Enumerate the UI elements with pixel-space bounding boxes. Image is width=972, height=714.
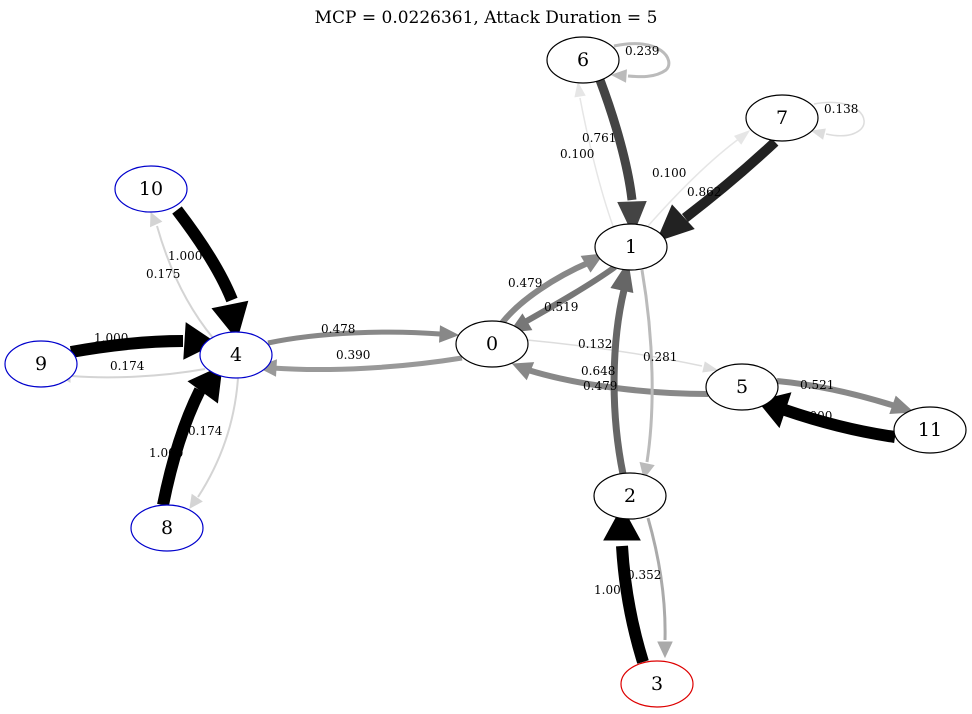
node-ellipse <box>594 223 668 271</box>
node-ellipse <box>745 94 819 142</box>
node-10: 10 <box>114 165 188 213</box>
edge-9-to-4 <box>69 322 217 360</box>
edge-label: 0.648 <box>581 364 615 378</box>
edge-label: 0.100 <box>560 147 594 161</box>
node-label: 2 <box>624 485 636 507</box>
edge-label: 0.174 <box>110 359 145 373</box>
edge-label: 0.239 <box>625 44 659 58</box>
edge-arrowhead <box>656 204 695 242</box>
node-ellipse <box>130 504 204 552</box>
edge-label: 0.478 <box>321 322 355 336</box>
edge-label: 0.132 <box>578 337 612 351</box>
edge-label: 1.000 <box>798 409 832 423</box>
edge-label: 0.862 <box>687 185 721 199</box>
node-7: 7 <box>745 94 819 142</box>
edge-label: 1.000 <box>594 583 628 597</box>
node-ellipse <box>546 36 620 84</box>
edge-label: 0.479 <box>508 276 542 290</box>
node-5: 5 <box>705 363 779 411</box>
node-ellipse <box>620 660 694 708</box>
edge-label: 0.521 <box>800 378 834 392</box>
node-label: 1 <box>625 236 637 258</box>
edge-label: 0.390 <box>336 348 370 362</box>
edge-5-to-11 <box>776 378 915 415</box>
node-9: 9 <box>4 340 78 388</box>
edge-3-to-2 <box>603 505 649 664</box>
edge-arrowhead <box>189 493 203 509</box>
edge-label: 0.761 <box>582 131 616 145</box>
node-label: 10 <box>139 178 163 200</box>
edge-6-to-1 <box>595 78 647 236</box>
edge-label: 1.000 <box>94 331 128 345</box>
node-label: 9 <box>35 353 47 375</box>
edge-arrowhead <box>439 325 460 343</box>
edge-1-to-6 <box>574 81 614 227</box>
node-6: 6 <box>546 36 620 84</box>
node-11: 11 <box>893 406 967 454</box>
edge-arrowhead <box>574 81 586 98</box>
diagram-title: MCP = 0.0226361, Attack Duration = 5 <box>314 8 658 28</box>
node-label: 8 <box>161 517 173 539</box>
node-ellipse <box>455 320 529 368</box>
edge-1-to-2 <box>639 269 655 480</box>
edge-0-to-5 <box>526 339 719 373</box>
node-ellipse <box>593 472 667 520</box>
node-4: 4 <box>199 331 273 379</box>
edge-arrowhead <box>889 395 915 415</box>
edge-label: 1.000 <box>149 446 183 460</box>
edge-arrowhead <box>580 253 605 273</box>
edge-label: 0.100 <box>652 166 686 180</box>
edge-7-to-7 <box>810 101 865 140</box>
edge-0-to-1 <box>499 253 605 325</box>
edge-10-to-4 <box>172 206 249 341</box>
node-8: 8 <box>130 504 204 552</box>
edge-label: 0.138 <box>824 102 858 116</box>
edge-arrowhead <box>733 130 751 145</box>
node-ellipse <box>114 165 188 213</box>
node-ellipse <box>893 406 967 454</box>
node-ellipse <box>705 363 779 411</box>
edge-8-to-4 <box>157 365 223 507</box>
edge-arrowhead <box>702 361 719 373</box>
edge-arrowhead <box>187 365 223 404</box>
edge-arrowhead <box>810 128 826 140</box>
node-label: 7 <box>776 107 788 129</box>
edge-label: 1.000 <box>168 249 202 263</box>
node-label: 11 <box>918 419 942 441</box>
edge-arrowhead <box>211 300 249 341</box>
node-ellipse <box>4 340 78 388</box>
node-label: 3 <box>651 673 663 695</box>
edge-arrowhead <box>617 201 647 236</box>
node-3: 3 <box>620 660 694 708</box>
edge-label: 0.352 <box>627 568 661 582</box>
node-label: 4 <box>230 344 242 366</box>
edge-arrowhead <box>610 69 627 83</box>
edge-label: 0.519 <box>544 300 578 314</box>
node-label: 6 <box>577 49 589 71</box>
edge-arrowhead <box>511 362 535 381</box>
edge-arrowhead <box>150 211 163 228</box>
edge-2-to-3 <box>646 517 673 659</box>
node-label: 5 <box>736 376 748 398</box>
edge-4-to-10 <box>150 211 214 339</box>
edge-arrowhead <box>657 641 673 659</box>
node-1: 1 <box>594 223 668 271</box>
node-label: 0 <box>486 333 498 355</box>
edge-4-to-0 <box>267 325 460 346</box>
node-ellipse <box>199 331 273 379</box>
edge-6-to-6 <box>610 42 671 83</box>
edge-label: 0.174 <box>188 424 223 438</box>
edge-1-to-7 <box>647 130 751 227</box>
edge-arrowhead <box>603 505 641 541</box>
edge-4-to-8 <box>189 377 239 509</box>
edge-label: 0.479 <box>583 379 617 393</box>
edge-label: 0.281 <box>643 350 677 364</box>
edge-label: 0.175 <box>146 267 180 281</box>
node-2: 2 <box>593 472 667 520</box>
edge-7-to-1 <box>656 138 779 242</box>
node-0: 0 <box>455 320 529 368</box>
